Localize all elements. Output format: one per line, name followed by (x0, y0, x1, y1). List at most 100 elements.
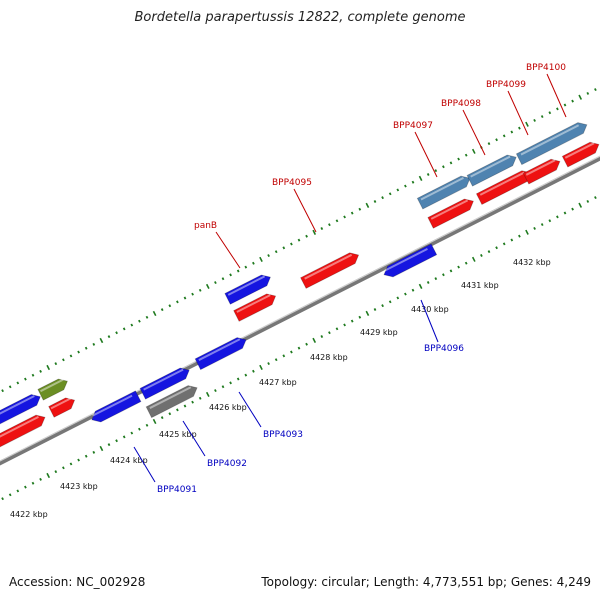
gene-label-bpp4098: BPP4098 (441, 99, 481, 109)
minor-tick (350, 319, 354, 323)
minor-tick (426, 281, 430, 284)
major-tick (205, 283, 210, 290)
minor-tick (373, 200, 377, 203)
gene-red-shine (430, 199, 469, 220)
minor-tick (335, 219, 339, 223)
minor-tick (290, 242, 293, 246)
gene-label-bpp4097-leader (414, 131, 438, 178)
minor-tick (510, 238, 514, 242)
minor-tick (502, 134, 506, 138)
minor-tick (328, 331, 331, 335)
minor-tick (1, 497, 4, 501)
minor-tick (381, 304, 384, 308)
scale-label-kbp: 4429 kbp (360, 328, 398, 337)
minor-tick (236, 377, 240, 381)
scale-label-kbp: 4432 kbp (513, 258, 551, 267)
minor-tick (343, 323, 346, 327)
minor-tick (487, 142, 491, 146)
minor-tick (16, 381, 20, 385)
minor-tick (426, 173, 430, 176)
inner-scale-ticks (1, 196, 597, 501)
minor-tick (510, 130, 514, 134)
minor-tick (31, 373, 35, 377)
minor-tick (594, 88, 597, 92)
gene-label-bpp4098-leader (462, 109, 486, 156)
minor-tick (54, 362, 58, 366)
gene-steelblue (515, 122, 588, 166)
minor-tick (39, 477, 42, 481)
minor-tick (168, 304, 172, 308)
minor-tick (396, 188, 400, 192)
gene-label-panb-leader (215, 231, 241, 269)
minor-tick (495, 138, 498, 142)
gene-blue-shape (224, 274, 271, 305)
major-tick (46, 364, 51, 371)
gene-label-bpp4095-leader (293, 188, 317, 233)
gene-label-bpp4099-leader (507, 90, 529, 136)
minor-tick (191, 400, 194, 404)
major-tick (525, 229, 529, 235)
major-tick (365, 310, 370, 316)
major-tick (418, 175, 423, 181)
gene-red (561, 141, 600, 168)
minor-tick (221, 385, 225, 389)
minor-tick (62, 358, 65, 362)
minor-tick (480, 253, 483, 257)
gene-olive-shape (37, 378, 68, 401)
major-tick (152, 310, 157, 317)
gene-blue-shine (0, 395, 35, 415)
minor-tick (540, 115, 544, 119)
gene-red-shine (564, 142, 595, 159)
minor-tick (252, 369, 255, 373)
gene-label-bpp4093: BPP4093 (263, 430, 303, 440)
minor-tick (563, 211, 567, 215)
minor-tick (388, 192, 392, 196)
gene-red-shape (561, 141, 600, 168)
minor-tick (335, 327, 339, 331)
gene-red-shape (300, 252, 360, 289)
minor-tick (145, 423, 149, 427)
minor-tick (548, 219, 552, 223)
gene-red-shine (479, 171, 525, 196)
minor-tick (411, 288, 415, 292)
gene-gray (145, 385, 198, 419)
map-title: Bordetella parapertussis 12822, complete… (134, 10, 466, 25)
major-tick (471, 256, 476, 262)
gene-red-shine (304, 253, 353, 280)
minor-tick (571, 207, 574, 211)
gene-blue (194, 337, 247, 371)
minor-tick (267, 362, 270, 366)
major-tick (312, 337, 317, 343)
gene-steelblue (416, 175, 471, 210)
gene-gray-shine (149, 386, 192, 409)
minor-tick (495, 246, 498, 250)
minor-tick (54, 470, 58, 474)
gene-blue-shine (384, 248, 428, 272)
gene-blue-shape (0, 394, 41, 425)
gene-red-shine (525, 159, 556, 176)
gene-steelblue (466, 154, 517, 187)
minor-tick (198, 288, 202, 292)
gene-steelblue-shape (515, 122, 588, 166)
minor-tick (176, 300, 179, 304)
gene-blue (383, 243, 438, 278)
gene-label-bpp4095: BPP4095 (272, 178, 312, 188)
minor-tick (434, 169, 438, 173)
gene-steelblue-shine (420, 177, 464, 201)
minor-tick (457, 265, 460, 269)
gene-label-bpp4096-leader (420, 299, 439, 343)
minor-tick (84, 346, 88, 350)
gene-steelblue-shine (470, 155, 511, 178)
major-tick (99, 337, 104, 344)
gene-blue-shape (139, 367, 190, 400)
gene-red-shine (50, 397, 72, 410)
minor-tick (487, 250, 491, 254)
gene-red-shape (427, 198, 474, 229)
minor-tick (290, 350, 293, 354)
minor-tick (39, 369, 42, 373)
minor-tick (404, 184, 407, 188)
minor-tick (396, 296, 400, 300)
major-tick (525, 121, 529, 127)
minor-tick (229, 381, 232, 385)
minor-tick (533, 118, 536, 122)
